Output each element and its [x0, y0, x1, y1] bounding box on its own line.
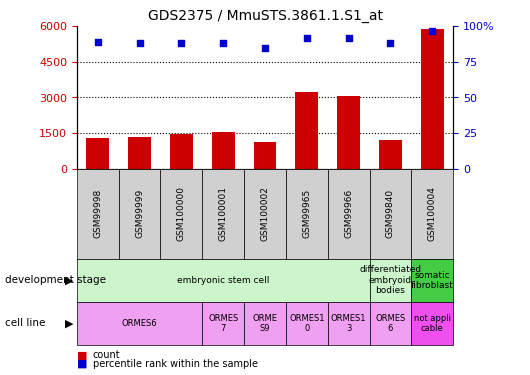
Text: not appli
cable: not appli cable	[414, 314, 450, 333]
Text: percentile rank within the sample: percentile rank within the sample	[93, 359, 258, 369]
Text: ORMES1
3: ORMES1 3	[331, 314, 366, 333]
Text: GSM99965: GSM99965	[302, 189, 311, 238]
Text: differentiated
embryoid
bodies: differentiated embryoid bodies	[359, 266, 421, 295]
Text: development stage: development stage	[5, 275, 107, 285]
Text: ▶: ▶	[65, 275, 73, 285]
Text: ▶: ▶	[65, 318, 73, 328]
Text: ORMES6: ORMES6	[122, 319, 157, 328]
Bar	[211, 132, 235, 169]
Bar	[379, 140, 402, 169]
Text: ■: ■	[77, 359, 87, 369]
Text: GSM100004: GSM100004	[428, 186, 437, 241]
Text: GDS2375 / MmuSTS.3861.1.S1_at: GDS2375 / MmuSTS.3861.1.S1_at	[147, 9, 383, 23]
Text: GSM99999: GSM99999	[135, 189, 144, 238]
Text: ORMES
7: ORMES 7	[208, 314, 239, 333]
Text: GSM99966: GSM99966	[344, 189, 353, 238]
Bar	[337, 96, 360, 169]
Text: ORME
S9: ORME S9	[252, 314, 278, 333]
Text: GSM100001: GSM100001	[219, 186, 228, 241]
Bar	[86, 138, 109, 169]
Point	[177, 40, 186, 46]
Point	[93, 39, 102, 45]
Point	[219, 40, 227, 46]
Point	[386, 40, 395, 46]
Text: ■: ■	[77, 351, 87, 360]
Text: GSM99998: GSM99998	[93, 189, 102, 238]
Point	[261, 45, 269, 51]
Point	[303, 34, 311, 40]
Text: GSM100000: GSM100000	[177, 186, 186, 241]
Text: GSM100002: GSM100002	[261, 186, 269, 241]
Text: cell line: cell line	[5, 318, 46, 328]
Point	[428, 27, 437, 33]
Bar	[253, 142, 277, 169]
Point	[135, 40, 144, 46]
Text: somatic
fibroblast: somatic fibroblast	[411, 271, 454, 290]
Bar	[170, 134, 193, 169]
Text: count: count	[93, 351, 120, 360]
Text: embryonic stem cell: embryonic stem cell	[177, 276, 269, 285]
Text: ORMES1
0: ORMES1 0	[289, 314, 324, 333]
Bar	[421, 28, 444, 169]
Bar	[295, 92, 319, 169]
Text: GSM99840: GSM99840	[386, 189, 395, 238]
Point	[344, 34, 353, 40]
Text: ORMES
6: ORMES 6	[375, 314, 405, 333]
Bar	[128, 137, 151, 169]
